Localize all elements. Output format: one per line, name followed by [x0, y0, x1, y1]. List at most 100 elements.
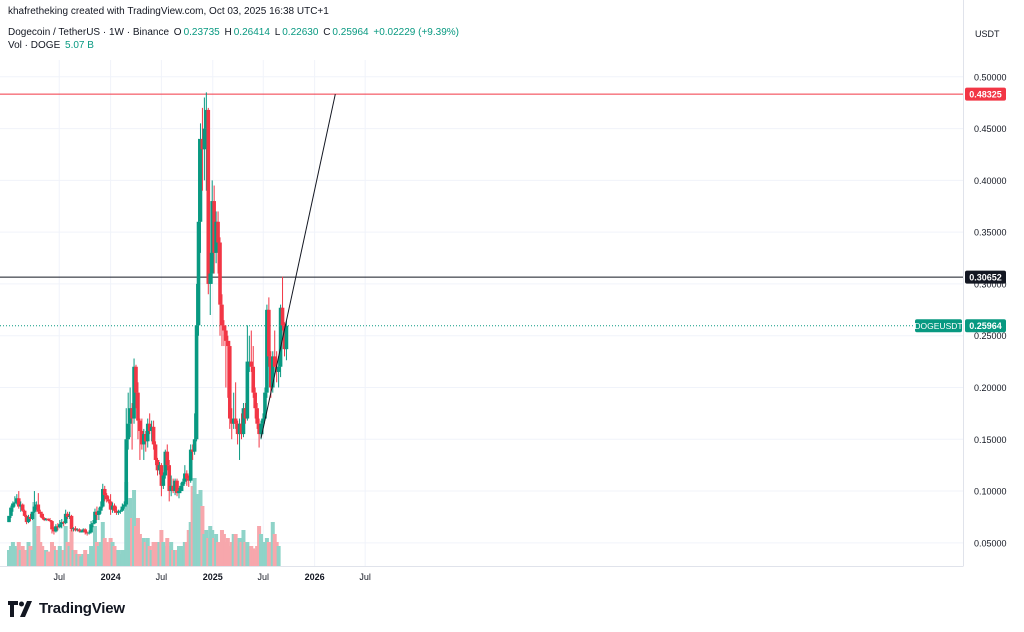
candle[interactable] [167, 465, 172, 492]
candle[interactable] [36, 504, 41, 512]
candle[interactable] [16, 498, 21, 507]
candle[interactable] [272, 356, 277, 367]
candle[interactable] [153, 444, 158, 460]
symbol-name[interactable]: Dogecoin / TetherUS · 1W · Binance [8, 27, 170, 38]
candle[interactable] [237, 423, 242, 435]
candle[interactable] [284, 325, 289, 350]
candle[interactable] [241, 408, 246, 435]
candle[interactable] [194, 325, 199, 440]
candle[interactable] [13, 502, 17, 504]
candle[interactable] [149, 426, 154, 431]
candle[interactable] [9, 507, 13, 516]
trendline[interactable] [260, 94, 336, 439]
candle[interactable] [52, 529, 56, 532]
candle[interactable] [83, 529, 87, 533]
candle[interactable] [259, 423, 263, 435]
candle[interactable] [87, 532, 91, 534]
candle[interactable] [44, 519, 48, 521]
candle[interactable] [18, 504, 23, 507]
candle[interactable] [63, 513, 68, 524]
candle[interactable] [198, 138, 203, 222]
candle[interactable] [38, 511, 43, 514]
candle[interactable] [81, 529, 86, 532]
candle[interactable] [249, 361, 254, 367]
candle[interactable] [169, 485, 173, 492]
candle[interactable] [116, 511, 121, 513]
candle[interactable] [165, 451, 170, 466]
candle[interactable] [126, 423, 130, 440]
candle[interactable] [261, 418, 265, 424]
candle[interactable] [177, 491, 181, 494]
candle[interactable] [48, 520, 52, 522]
candle[interactable] [151, 426, 156, 445]
candle[interactable] [188, 449, 193, 481]
candle[interactable] [278, 307, 283, 367]
candle[interactable] [245, 361, 250, 419]
candle[interactable] [185, 473, 189, 479]
candle[interactable] [235, 423, 240, 435]
candle[interactable] [147, 423, 152, 431]
candle[interactable] [257, 423, 261, 435]
candle[interactable] [218, 242, 222, 305]
candle[interactable] [202, 128, 207, 150]
candle[interactable] [163, 451, 168, 476]
candle[interactable] [190, 449, 195, 452]
candle[interactable] [108, 501, 113, 510]
candle[interactable] [79, 531, 84, 533]
candle[interactable] [227, 346, 232, 419]
candle[interactable] [58, 524, 62, 528]
candle[interactable] [99, 506, 103, 511]
candle[interactable] [28, 516, 33, 520]
candle[interactable] [56, 526, 60, 528]
candle[interactable] [138, 420, 142, 431]
candle[interactable] [229, 418, 234, 424]
candle[interactable] [114, 510, 119, 513]
candle[interactable] [159, 465, 164, 486]
candle[interactable] [226, 340, 230, 347]
candle[interactable] [54, 526, 58, 532]
candle[interactable] [208, 273, 213, 284]
candle[interactable] [210, 201, 214, 274]
candle[interactable] [7, 515, 11, 523]
candle[interactable] [46, 519, 50, 521]
candle[interactable] [145, 423, 150, 442]
candle[interactable] [255, 408, 259, 424]
candle[interactable] [65, 513, 70, 517]
candle[interactable] [142, 434, 146, 445]
candle[interactable] [274, 366, 279, 372]
candle[interactable] [106, 499, 111, 502]
candle[interactable] [91, 523, 95, 525]
candle[interactable] [40, 513, 45, 518]
candle[interactable] [140, 430, 144, 445]
candle[interactable] [32, 506, 37, 512]
candle[interactable] [253, 392, 257, 409]
candle[interactable] [231, 418, 236, 424]
candle[interactable] [77, 529, 82, 532]
candle[interactable] [128, 408, 132, 424]
candle[interactable] [97, 510, 101, 515]
candle[interactable] [269, 356, 273, 388]
candle[interactable] [233, 418, 238, 424]
candle[interactable] [220, 304, 224, 326]
candle[interactable] [124, 439, 129, 505]
candle[interactable] [136, 392, 140, 421]
candle[interactable] [270, 356, 275, 388]
candle[interactable] [93, 511, 97, 524]
candle[interactable] [50, 521, 54, 530]
candle[interactable] [222, 325, 226, 331]
candle[interactable] [112, 505, 117, 511]
candle[interactable] [11, 503, 15, 508]
candle[interactable] [200, 138, 205, 150]
candle[interactable] [89, 524, 93, 533]
candle[interactable] [15, 498, 19, 503]
candle[interactable] [204, 109, 209, 129]
candle[interactable] [143, 434, 148, 442]
candle[interactable] [179, 485, 183, 492]
candle[interactable] [282, 325, 287, 350]
candle[interactable] [206, 109, 211, 284]
candle[interactable] [157, 465, 162, 471]
candle[interactable] [186, 478, 191, 481]
candle[interactable] [239, 423, 244, 435]
candle[interactable] [276, 366, 281, 372]
candle[interactable] [85, 532, 89, 534]
